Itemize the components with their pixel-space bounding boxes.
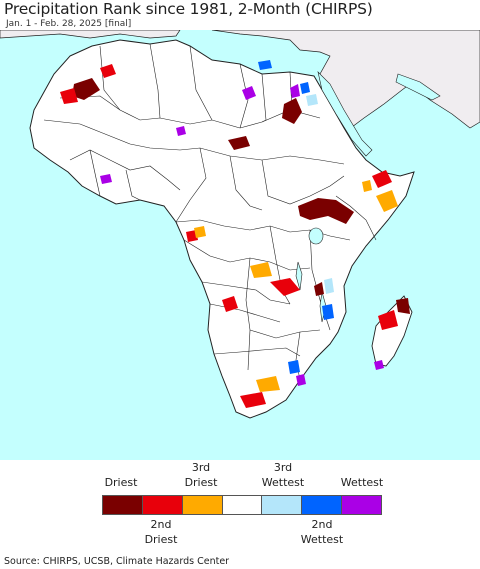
legend-swatch-3rd-wettest bbox=[262, 496, 303, 514]
legend-swatch-3rd-driest bbox=[182, 496, 223, 514]
second-wettest-patches bbox=[258, 60, 334, 374]
persian-gulf bbox=[395, 73, 441, 101]
map-title: Precipitation Rank since 1981, 2-Month (… bbox=[4, 0, 373, 18]
second-driest-patches bbox=[60, 64, 398, 408]
precipitation-rank-map bbox=[0, 30, 480, 460]
africa-landmass bbox=[29, 39, 415, 419]
wettest-patches bbox=[100, 84, 384, 386]
legend-label-2nd-wettest: 2nd Wettest bbox=[300, 518, 344, 546]
legend-label-driest: Driest bbox=[104, 476, 138, 489]
lake-victoria bbox=[308, 227, 324, 245]
red-sea bbox=[317, 71, 373, 157]
legend-swatch-driest bbox=[103, 496, 143, 514]
legend-swatch-wettest bbox=[342, 496, 382, 514]
legend-label-3rd-wettest: 3rd Wettest bbox=[261, 461, 305, 489]
source-credit: Source: CHIRPS, UCSB, Climate Hazards Ce… bbox=[4, 556, 230, 567]
driest-patches bbox=[72, 78, 410, 314]
third-driest-patches bbox=[194, 180, 398, 392]
legend-swatch-2nd-wettest bbox=[302, 496, 343, 514]
legend-color-bar bbox=[102, 495, 382, 515]
legend-label-wettest: Wettest bbox=[340, 476, 384, 489]
legend-label-3rd-driest: 3rd Driest bbox=[184, 461, 218, 489]
europe-landmass bbox=[0, 30, 181, 39]
legend-label-2nd-driest: 2nd Driest bbox=[144, 518, 178, 546]
country-borders bbox=[43, 43, 377, 381]
third-wettest-patches bbox=[306, 94, 334, 294]
legend-swatch-2nd-driest bbox=[142, 496, 183, 514]
legend: Driest 3rd Driest 3rd Wettest Wettest 2n… bbox=[0, 460, 480, 552]
map-subtitle: Jan. 1 - Feb. 28, 2025 [final] bbox=[6, 19, 132, 29]
legend-swatch-normal bbox=[222, 496, 263, 514]
